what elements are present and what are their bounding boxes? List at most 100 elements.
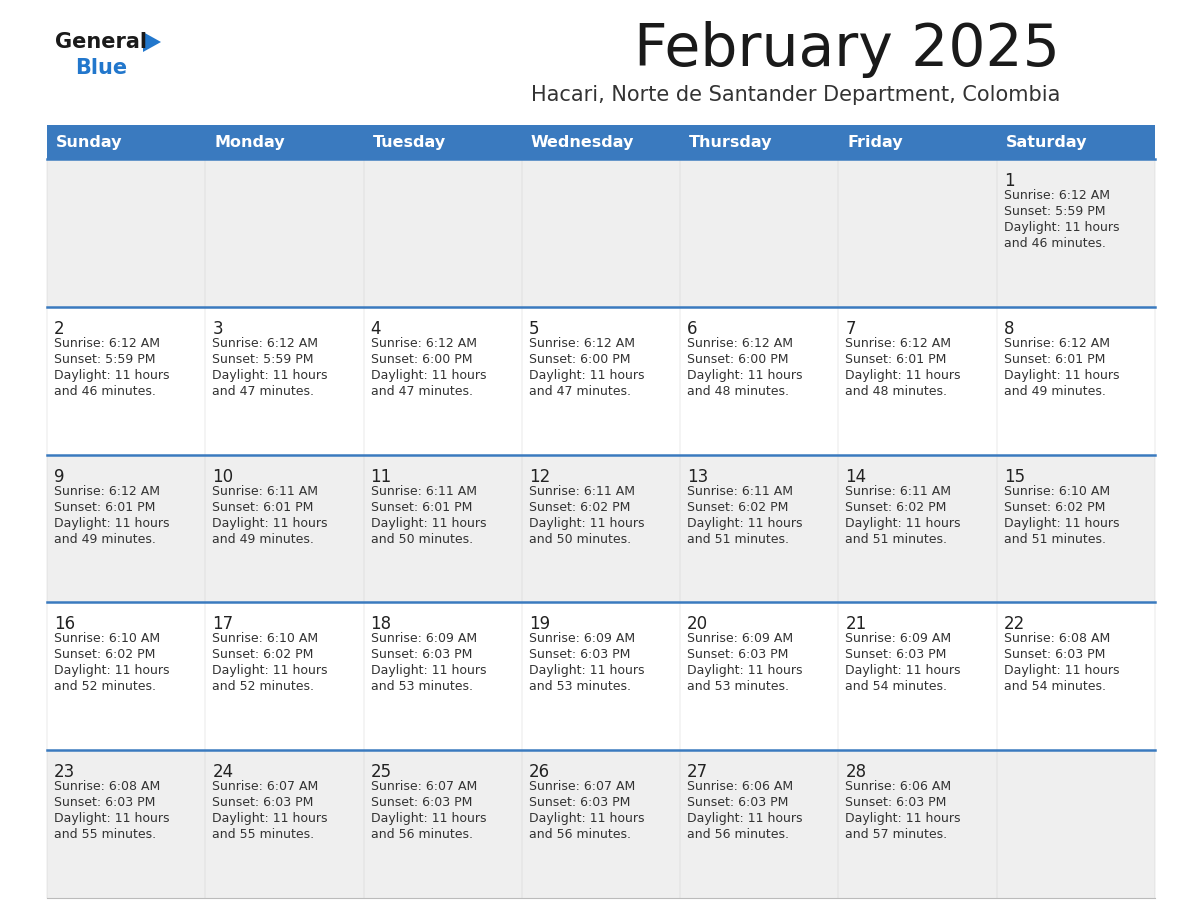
Text: Daylight: 11 hours: Daylight: 11 hours	[213, 369, 328, 382]
Text: Sunset: 6:03 PM: Sunset: 6:03 PM	[371, 648, 472, 661]
Text: and 46 minutes.: and 46 minutes.	[53, 385, 156, 397]
Text: and 52 minutes.: and 52 minutes.	[53, 680, 156, 693]
Text: 19: 19	[529, 615, 550, 633]
Text: Tuesday: Tuesday	[373, 135, 446, 150]
Text: 4: 4	[371, 319, 381, 338]
Text: Daylight: 11 hours: Daylight: 11 hours	[213, 812, 328, 825]
Text: Daylight: 11 hours: Daylight: 11 hours	[1004, 221, 1119, 234]
Text: and 50 minutes.: and 50 minutes.	[371, 532, 473, 545]
Text: Daylight: 11 hours: Daylight: 11 hours	[1004, 665, 1119, 677]
Text: Daylight: 11 hours: Daylight: 11 hours	[53, 369, 170, 382]
Text: 22: 22	[1004, 615, 1025, 633]
Text: 1: 1	[1004, 172, 1015, 190]
Text: Sunset: 5:59 PM: Sunset: 5:59 PM	[213, 353, 314, 365]
Text: Sunset: 5:59 PM: Sunset: 5:59 PM	[53, 353, 156, 365]
Text: 8: 8	[1004, 319, 1015, 338]
Text: 24: 24	[213, 763, 233, 781]
Text: Daylight: 11 hours: Daylight: 11 hours	[846, 812, 961, 825]
Text: and 49 minutes.: and 49 minutes.	[53, 532, 156, 545]
Text: Sunrise: 6:11 AM: Sunrise: 6:11 AM	[846, 485, 952, 498]
Bar	[48, 125, 206, 159]
Text: 23: 23	[53, 763, 75, 781]
Text: Sunset: 6:03 PM: Sunset: 6:03 PM	[213, 796, 314, 809]
Text: Sunrise: 6:10 AM: Sunrise: 6:10 AM	[53, 633, 160, 645]
Text: Daylight: 11 hours: Daylight: 11 hours	[687, 517, 803, 530]
Text: and 46 minutes.: and 46 minutes.	[1004, 237, 1106, 250]
Text: Sunrise: 6:09 AM: Sunrise: 6:09 AM	[846, 633, 952, 645]
Text: Sunset: 6:03 PM: Sunset: 6:03 PM	[53, 796, 156, 809]
Text: Daylight: 11 hours: Daylight: 11 hours	[53, 517, 170, 530]
Text: and 51 minutes.: and 51 minutes.	[687, 532, 789, 545]
Text: Sunrise: 6:12 AM: Sunrise: 6:12 AM	[1004, 189, 1110, 202]
Text: 11: 11	[371, 467, 392, 486]
Text: and 49 minutes.: and 49 minutes.	[1004, 385, 1106, 397]
Text: and 48 minutes.: and 48 minutes.	[846, 385, 947, 397]
Text: Sunset: 6:02 PM: Sunset: 6:02 PM	[213, 648, 314, 661]
Text: and 48 minutes.: and 48 minutes.	[687, 385, 789, 397]
Text: and 49 minutes.: and 49 minutes.	[213, 532, 314, 545]
Text: Hacari, Norte de Santander Department, Colombia: Hacari, Norte de Santander Department, C…	[531, 85, 1060, 105]
Text: Sunset: 6:03 PM: Sunset: 6:03 PM	[371, 796, 472, 809]
Text: Daylight: 11 hours: Daylight: 11 hours	[529, 517, 644, 530]
Text: and 47 minutes.: and 47 minutes.	[371, 385, 473, 397]
Text: Sunrise: 6:07 AM: Sunrise: 6:07 AM	[529, 780, 636, 793]
Bar	[48, 159, 1155, 307]
Text: 28: 28	[846, 763, 866, 781]
Text: Daylight: 11 hours: Daylight: 11 hours	[687, 369, 803, 382]
Text: Sunrise: 6:11 AM: Sunrise: 6:11 AM	[371, 485, 476, 498]
Text: and 53 minutes.: and 53 minutes.	[529, 680, 631, 693]
Text: and 54 minutes.: and 54 minutes.	[1004, 680, 1106, 693]
Text: Thursday: Thursday	[689, 135, 772, 150]
Text: Sunset: 6:00 PM: Sunset: 6:00 PM	[529, 353, 631, 365]
Text: Sunrise: 6:12 AM: Sunrise: 6:12 AM	[687, 337, 794, 350]
Text: Sunrise: 6:12 AM: Sunrise: 6:12 AM	[53, 337, 160, 350]
Text: 3: 3	[213, 319, 223, 338]
Text: Sunset: 6:01 PM: Sunset: 6:01 PM	[846, 353, 947, 365]
Text: and 53 minutes.: and 53 minutes.	[371, 680, 473, 693]
Text: Daylight: 11 hours: Daylight: 11 hours	[53, 665, 170, 677]
Text: 13: 13	[687, 467, 708, 486]
Text: Sunset: 6:00 PM: Sunset: 6:00 PM	[371, 353, 472, 365]
Text: Sunset: 6:03 PM: Sunset: 6:03 PM	[529, 796, 630, 809]
Text: 5: 5	[529, 319, 539, 338]
Text: Daylight: 11 hours: Daylight: 11 hours	[846, 665, 961, 677]
Bar	[839, 125, 997, 159]
Text: Sunset: 6:02 PM: Sunset: 6:02 PM	[53, 648, 156, 661]
Bar	[206, 125, 364, 159]
Text: Sunset: 6:03 PM: Sunset: 6:03 PM	[846, 648, 947, 661]
Bar	[48, 307, 1155, 454]
Text: 9: 9	[53, 467, 64, 486]
Text: and 47 minutes.: and 47 minutes.	[213, 385, 315, 397]
Text: Daylight: 11 hours: Daylight: 11 hours	[53, 812, 170, 825]
Bar	[364, 125, 522, 159]
Text: Daylight: 11 hours: Daylight: 11 hours	[529, 369, 644, 382]
Text: and 56 minutes.: and 56 minutes.	[371, 828, 473, 841]
Text: Sunrise: 6:06 AM: Sunrise: 6:06 AM	[846, 780, 952, 793]
Text: Sunset: 5:59 PM: Sunset: 5:59 PM	[1004, 205, 1105, 218]
Text: Blue: Blue	[75, 58, 127, 78]
Text: Friday: Friday	[847, 135, 903, 150]
Text: and 56 minutes.: and 56 minutes.	[687, 828, 789, 841]
Text: and 51 minutes.: and 51 minutes.	[1004, 532, 1106, 545]
Bar	[997, 125, 1155, 159]
Text: Sunset: 6:03 PM: Sunset: 6:03 PM	[529, 648, 630, 661]
Text: Daylight: 11 hours: Daylight: 11 hours	[213, 517, 328, 530]
Text: 26: 26	[529, 763, 550, 781]
Text: 16: 16	[53, 615, 75, 633]
Text: Daylight: 11 hours: Daylight: 11 hours	[687, 812, 803, 825]
Text: 20: 20	[687, 615, 708, 633]
Text: Sunrise: 6:07 AM: Sunrise: 6:07 AM	[213, 780, 318, 793]
Text: Sunset: 6:02 PM: Sunset: 6:02 PM	[846, 500, 947, 513]
Text: General: General	[55, 32, 147, 52]
Text: 10: 10	[213, 467, 233, 486]
Text: Sunset: 6:00 PM: Sunset: 6:00 PM	[687, 353, 789, 365]
Text: Daylight: 11 hours: Daylight: 11 hours	[529, 812, 644, 825]
Text: and 55 minutes.: and 55 minutes.	[53, 828, 156, 841]
Text: Daylight: 11 hours: Daylight: 11 hours	[846, 369, 961, 382]
Text: Daylight: 11 hours: Daylight: 11 hours	[371, 812, 486, 825]
Text: Daylight: 11 hours: Daylight: 11 hours	[213, 665, 328, 677]
Text: Sunset: 6:01 PM: Sunset: 6:01 PM	[213, 500, 314, 513]
Text: Sunrise: 6:09 AM: Sunrise: 6:09 AM	[529, 633, 634, 645]
Text: Sunset: 6:02 PM: Sunset: 6:02 PM	[1004, 500, 1105, 513]
Text: 27: 27	[687, 763, 708, 781]
